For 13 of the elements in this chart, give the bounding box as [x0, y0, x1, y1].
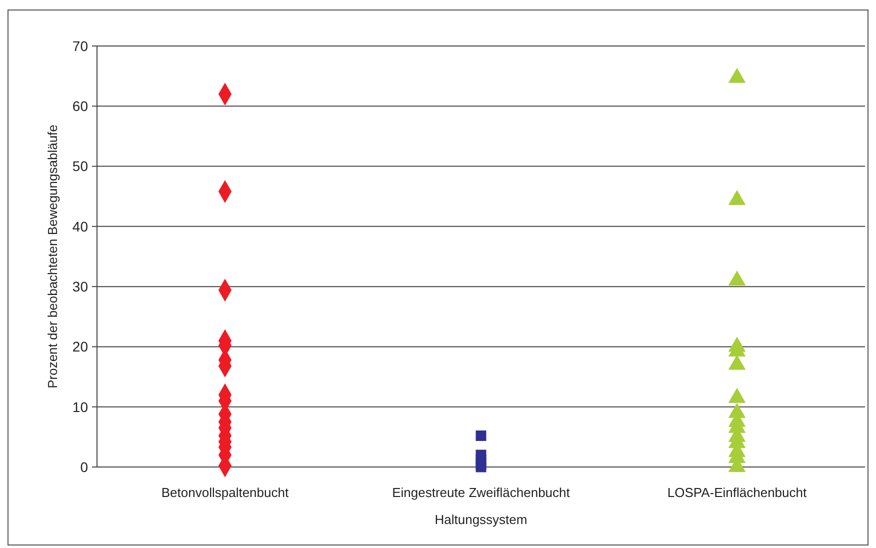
y-tick-label: 70 — [72, 38, 88, 54]
y-tick-label: 30 — [72, 278, 88, 294]
x-axis-title: Haltungssystem — [434, 512, 528, 527]
x-tick-label: LOSPA-Einflächenbucht — [667, 485, 807, 500]
y-tick-label: 0 — [80, 458, 88, 475]
x-tick-label: Betonvollspaltenbucht — [161, 485, 289, 500]
y-axis-title: Prozent der beobachteten Bewegungsabläufe — [45, 124, 60, 388]
y-tick-label: 40 — [72, 218, 88, 234]
y-tick-label: 10 — [72, 398, 88, 415]
y-tick-label: 20 — [72, 338, 88, 355]
x-tick-label: Eingestreute Zweiflächenbucht — [392, 485, 570, 500]
y-tick-label: 50 — [72, 158, 88, 174]
y-tick-label: 60 — [72, 98, 88, 114]
